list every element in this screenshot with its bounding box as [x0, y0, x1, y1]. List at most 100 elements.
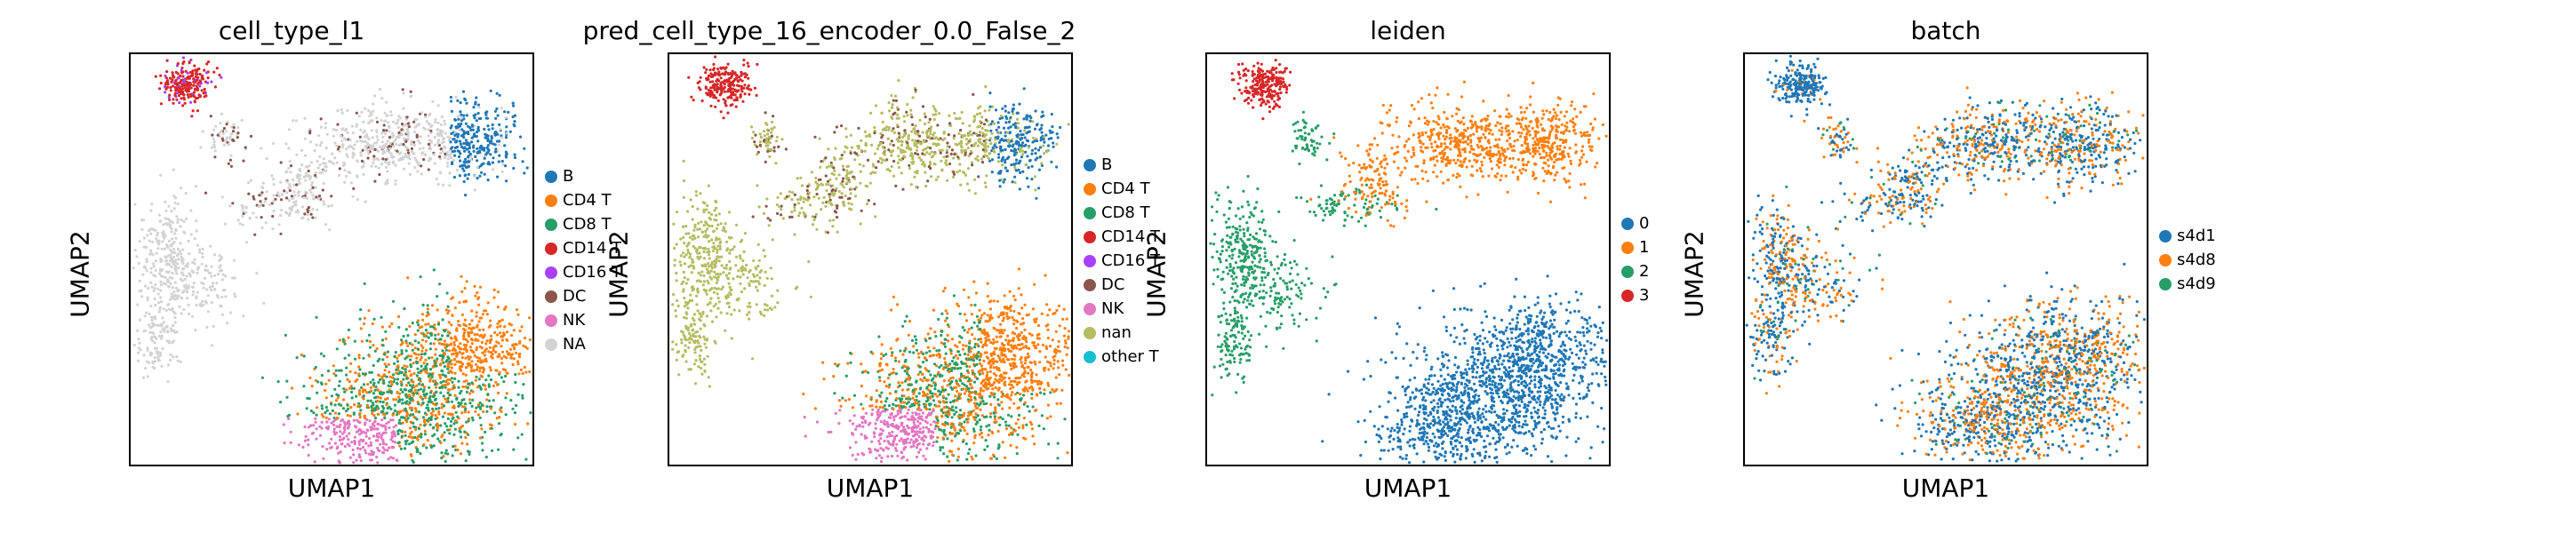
legend-label: 1	[1639, 238, 1650, 257]
legend-item: NA	[545, 332, 621, 356]
legend-label: DC	[1101, 275, 1125, 294]
x-axis-label: UMAP1	[1364, 473, 1452, 503]
legend-label: CD14 T	[1101, 227, 1161, 246]
legend-marker	[545, 338, 557, 351]
legend-item: other T	[1084, 345, 1160, 369]
legend-label: DC	[563, 287, 587, 306]
legend-item: DC	[545, 284, 621, 308]
scatter-plot	[1209, 59, 1609, 465]
legend-marker	[1621, 241, 1634, 254]
legend-marker	[545, 194, 557, 207]
legend-label: CD8 T	[563, 215, 612, 234]
legend-marker	[1084, 158, 1096, 171]
legend-marker	[1084, 254, 1096, 267]
legend: 0 1 2 3	[1621, 211, 1649, 307]
legend-label: NA	[563, 335, 586, 354]
legend-marker	[1084, 326, 1096, 339]
legend-item: NK	[545, 308, 621, 332]
legend-label: CD16 T	[1101, 251, 1161, 270]
legend-item: 2	[1621, 259, 1649, 283]
legend-label: 2	[1639, 262, 1650, 281]
plot-area	[668, 52, 1073, 466]
legend-marker	[545, 266, 557, 279]
legend-label: B	[1101, 155, 1113, 174]
legend-label: CD14 T	[563, 239, 622, 258]
legend-item: 3	[1621, 283, 1649, 307]
legend-item: CD16 T	[545, 260, 621, 284]
plot-area	[129, 52, 534, 466]
scatter-plot	[132, 56, 532, 465]
plot-area	[1743, 52, 2148, 466]
chart-title: pred_cell_type_16_encoder_0.0_False_2	[582, 16, 1076, 45]
legend-item: CD14 T	[1084, 225, 1160, 249]
legend-label: CD4 T	[563, 191, 612, 210]
umap-panel-batch: batch UMAP1 UMAP2 s4d1 s4d8 s4d9	[1680, 0, 2236, 533]
legend-label: CD16 T	[563, 263, 622, 282]
plot-area	[1205, 52, 1611, 466]
legend-label: 0	[1639, 214, 1650, 233]
legend: B CD4 T CD8 T CD14 T CD16 T DC NK NA	[545, 164, 621, 356]
legend-label: other T	[1101, 347, 1159, 366]
legend-label: NK	[1101, 299, 1124, 318]
legend-label: NK	[563, 311, 586, 330]
chart-title: leiden	[1370, 16, 1446, 45]
legend-item: nan	[1084, 321, 1160, 345]
legend-label: CD8 T	[1101, 203, 1150, 222]
legend-label: B	[563, 167, 574, 186]
y-axis-label: UMAP2	[1679, 230, 1709, 318]
legend-marker	[1621, 217, 1634, 230]
legend-marker	[545, 290, 557, 303]
legend: s4d1 s4d8 s4d9	[2159, 224, 2216, 296]
legend-marker	[545, 218, 557, 231]
chart-title: cell_type_l1	[218, 16, 365, 45]
legend-marker	[1084, 206, 1096, 219]
legend-item: CD16 T	[1084, 249, 1160, 273]
legend-item: CD8 T	[1084, 201, 1160, 225]
legend-item: CD4 T	[545, 188, 621, 212]
legend-marker	[1621, 289, 1634, 302]
scatter-plot	[1745, 54, 2146, 463]
legend-item: s4d8	[2159, 248, 2216, 272]
legend-label: 3	[1639, 286, 1650, 305]
legend-marker	[2159, 229, 2172, 243]
legend-marker	[1084, 350, 1096, 363]
legend: B CD4 T CD8 T CD14 T CD16 T DC NK nan other T	[1084, 153, 1160, 369]
y-axis-label: UMAP2	[1141, 230, 1172, 318]
legend-label: s4d1	[2177, 227, 2216, 245]
legend-item: CD4 T	[1084, 177, 1160, 201]
legend-item: s4d9	[2159, 272, 2216, 296]
legend-item: CD14 T	[545, 236, 621, 260]
legend-marker	[545, 170, 557, 183]
legend-marker	[1084, 302, 1096, 315]
legend-item: NK	[1084, 297, 1160, 321]
umap-panel-pred-cell-type: pred_cell_type_16_encoder_0.0_False_2 UM…	[583, 0, 1160, 533]
legend-item: 0	[1621, 211, 1649, 235]
legend-marker	[2159, 253, 2172, 266]
y-axis-label: UMAP2	[65, 230, 95, 318]
legend-item: 1	[1621, 235, 1649, 259]
legend-item: B	[545, 164, 621, 188]
legend-marker	[1621, 265, 1634, 278]
x-axis-label: UMAP1	[287, 473, 376, 503]
scatter-plot	[671, 55, 1071, 464]
legend-item: DC	[1084, 273, 1160, 297]
umap-panel-cell-type-l1: cell_type_l1 UMAP1 UMAP2 B CD4 T CD8 T CD14…	[66, 0, 622, 533]
legend-item: CD8 T	[545, 212, 621, 236]
legend-marker	[2159, 277, 2172, 290]
legend-marker	[1084, 230, 1096, 243]
legend-marker	[545, 242, 557, 255]
legend-item: s4d1	[2159, 224, 2216, 248]
legend-label: nan	[1101, 323, 1132, 342]
legend-marker	[1084, 278, 1096, 291]
legend-marker	[545, 314, 557, 327]
umap-panel-leiden: leiden UMAP1 UMAP2 0 1 2 3	[1142, 0, 1698, 533]
legend-label: s4d8	[2177, 251, 2216, 269]
legend-label: s4d9	[2177, 274, 2216, 293]
chart-title: batch	[1910, 16, 1981, 45]
y-axis-label: UMAP2	[604, 230, 634, 318]
legend-label: CD4 T	[1101, 179, 1150, 198]
x-axis-label: UMAP1	[826, 473, 915, 503]
legend-item: B	[1084, 153, 1160, 177]
x-axis-label: UMAP1	[1901, 473, 1990, 503]
legend-marker	[1084, 182, 1096, 195]
